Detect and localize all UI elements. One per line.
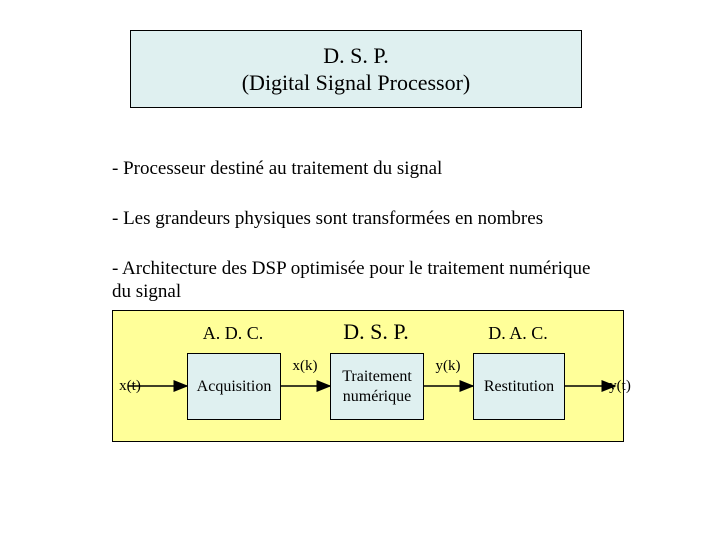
node-dsp: Traitementnumérique	[330, 353, 424, 420]
edge-label: x(k)	[275, 358, 335, 375]
bullet-item: - Processeur destiné au traitement du si…	[112, 157, 442, 181]
edge-label: y(k)	[418, 358, 478, 375]
node-adc-line1: Acquisition	[188, 377, 280, 396]
bullet-item: - Architecture des DSP optimisée pour le…	[112, 257, 590, 281]
node-dac: Restitution	[473, 353, 565, 420]
node-dsp-line2: numérique	[331, 387, 423, 406]
node-header-dsp: D. S. P.	[330, 319, 422, 345]
title-line2: (Digital Signal Processor)	[131, 69, 581, 97]
node-header-adc: A. D. C.	[187, 323, 279, 344]
edge-label: y(t)	[590, 378, 650, 395]
node-header-dac: D. A. C.	[473, 323, 563, 344]
bullet-item: - Les grandeurs physiques sont transform…	[112, 207, 543, 231]
node-adc: Acquisition	[187, 353, 281, 420]
bullet-item: du signal	[112, 280, 181, 304]
node-dac-line1: Restitution	[474, 377, 564, 396]
node-dsp-line1: Traitement	[331, 367, 423, 386]
title-box: D. S. P. (Digital Signal Processor)	[130, 30, 582, 108]
edge-label: x(t)	[100, 378, 160, 395]
title-line1: D. S. P.	[131, 42, 581, 70]
